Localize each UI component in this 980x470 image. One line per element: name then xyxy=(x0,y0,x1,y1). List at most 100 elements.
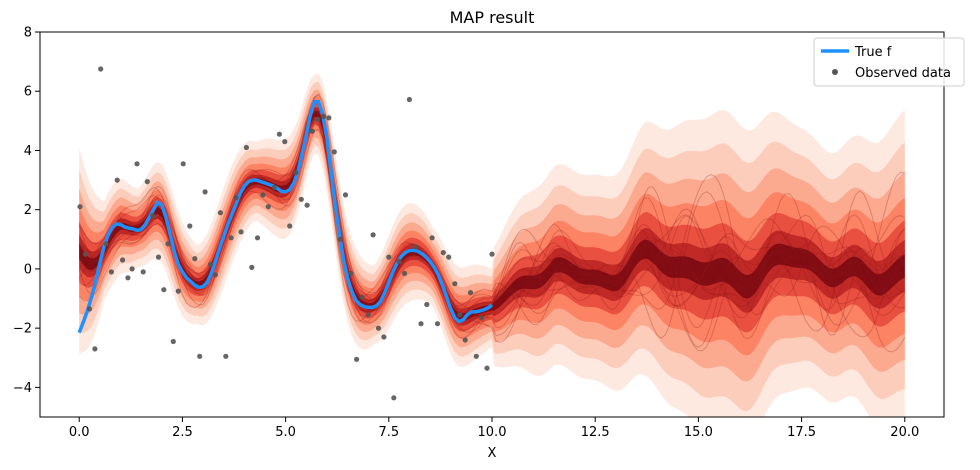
observed-point xyxy=(243,144,249,151)
posterior-sample-line xyxy=(78,115,906,336)
true-f-line xyxy=(77,99,494,334)
observed-point xyxy=(446,254,452,260)
observed-point xyxy=(276,131,282,137)
y-tick-label: 4 xyxy=(24,144,32,159)
observed-point xyxy=(342,192,349,198)
posterior-sample-bands xyxy=(79,73,905,417)
posterior-sample-line xyxy=(78,121,906,322)
y-tick-label: −4 xyxy=(13,381,32,396)
observed-point xyxy=(315,116,321,122)
x-axis-label: X xyxy=(488,446,497,461)
x-tick-label: 17.5 xyxy=(787,425,816,440)
observed-point xyxy=(365,312,371,318)
posterior-sample-line xyxy=(78,94,906,348)
observed-point xyxy=(271,184,277,191)
observed-point xyxy=(108,269,114,275)
observed-point xyxy=(326,115,332,121)
y-tick-label: 8 xyxy=(24,26,32,41)
observed-point xyxy=(354,356,360,362)
observed-point xyxy=(170,338,176,345)
legend-observed-marker xyxy=(832,69,838,75)
posterior-band-6 xyxy=(79,110,905,321)
legend-observed-label: Observed data xyxy=(855,66,951,81)
observed-point xyxy=(413,244,419,250)
observed-point xyxy=(82,251,88,257)
observed-point xyxy=(429,235,435,241)
posterior-sample-line xyxy=(78,118,906,323)
observed-point xyxy=(197,353,203,359)
observed-point xyxy=(406,96,412,103)
legend: True f Observed data xyxy=(813,37,965,87)
observed-point xyxy=(77,204,83,210)
observed-point xyxy=(140,269,146,275)
observed-point xyxy=(207,261,214,268)
x-tick-label: 5.0 xyxy=(275,425,296,440)
observed-point xyxy=(381,334,387,340)
observed-point xyxy=(155,254,162,260)
observed-point xyxy=(125,275,131,281)
observed-point xyxy=(396,258,402,265)
observed-point xyxy=(484,365,490,371)
observed-point xyxy=(150,213,156,219)
y-tick-label: 6 xyxy=(24,85,32,100)
observed-point xyxy=(467,290,474,296)
observed-point xyxy=(103,241,109,247)
observed-point xyxy=(254,235,261,241)
observed-point xyxy=(434,321,441,327)
x-tick-label: 15.0 xyxy=(684,425,713,440)
observed-point xyxy=(359,294,365,300)
legend-true-f-label: True f xyxy=(854,45,892,60)
observed-point xyxy=(249,264,255,270)
observed-point xyxy=(223,353,229,359)
observed-point xyxy=(165,241,171,247)
observed-point xyxy=(489,251,495,257)
observed-point xyxy=(370,232,376,238)
observed-point xyxy=(228,235,234,241)
observed-point xyxy=(233,195,239,201)
observed-point xyxy=(457,312,463,318)
observed-point xyxy=(386,254,392,260)
observed-point xyxy=(212,272,218,278)
observed-point xyxy=(192,256,198,262)
observed-point xyxy=(479,315,485,321)
observed-point xyxy=(287,223,293,229)
y-axis-ticks: −4 −2 0 2 4 6 8 xyxy=(13,26,40,396)
true-f-series xyxy=(77,99,494,334)
observed-point xyxy=(462,337,468,343)
observed-point xyxy=(86,306,93,312)
observed-point xyxy=(321,113,327,119)
x-tick-label: 2.5 xyxy=(172,425,193,440)
observed-point xyxy=(217,210,223,216)
observed-point xyxy=(129,266,135,272)
y-tick-label: 0 xyxy=(24,262,32,277)
observed-point xyxy=(98,66,104,72)
observed-point xyxy=(298,196,304,202)
x-tick-label: 12.5 xyxy=(581,425,610,440)
observed-point xyxy=(144,179,150,185)
x-tick-label: 10.0 xyxy=(478,425,507,440)
chart-title: MAP result xyxy=(450,8,535,27)
observed-point xyxy=(309,128,315,134)
observed-point xyxy=(452,281,458,287)
x-axis-ticks: 0.0 2.5 5.0 7.5 10.0 12.5 15.0 17.5 20.0 xyxy=(69,417,919,440)
observed-point xyxy=(260,192,266,198)
observed-point xyxy=(473,353,479,359)
x-tick-label: 20.0 xyxy=(890,425,919,440)
observed-point xyxy=(391,395,397,401)
observed-point xyxy=(134,161,140,167)
observed-point xyxy=(304,202,310,208)
plot-area xyxy=(77,66,906,417)
observed-point xyxy=(424,301,430,308)
observed-point xyxy=(375,325,382,331)
x-tick-label: 7.5 xyxy=(378,425,399,440)
y-tick-label: 2 xyxy=(24,203,32,218)
observed-point xyxy=(293,170,299,176)
observed-point xyxy=(175,288,181,294)
observed-point xyxy=(401,270,408,276)
legend-box xyxy=(813,37,965,87)
observed-point xyxy=(180,161,186,167)
observed-point xyxy=(440,250,446,256)
x-tick-label: 0.0 xyxy=(69,425,90,440)
observed-point xyxy=(161,287,167,293)
